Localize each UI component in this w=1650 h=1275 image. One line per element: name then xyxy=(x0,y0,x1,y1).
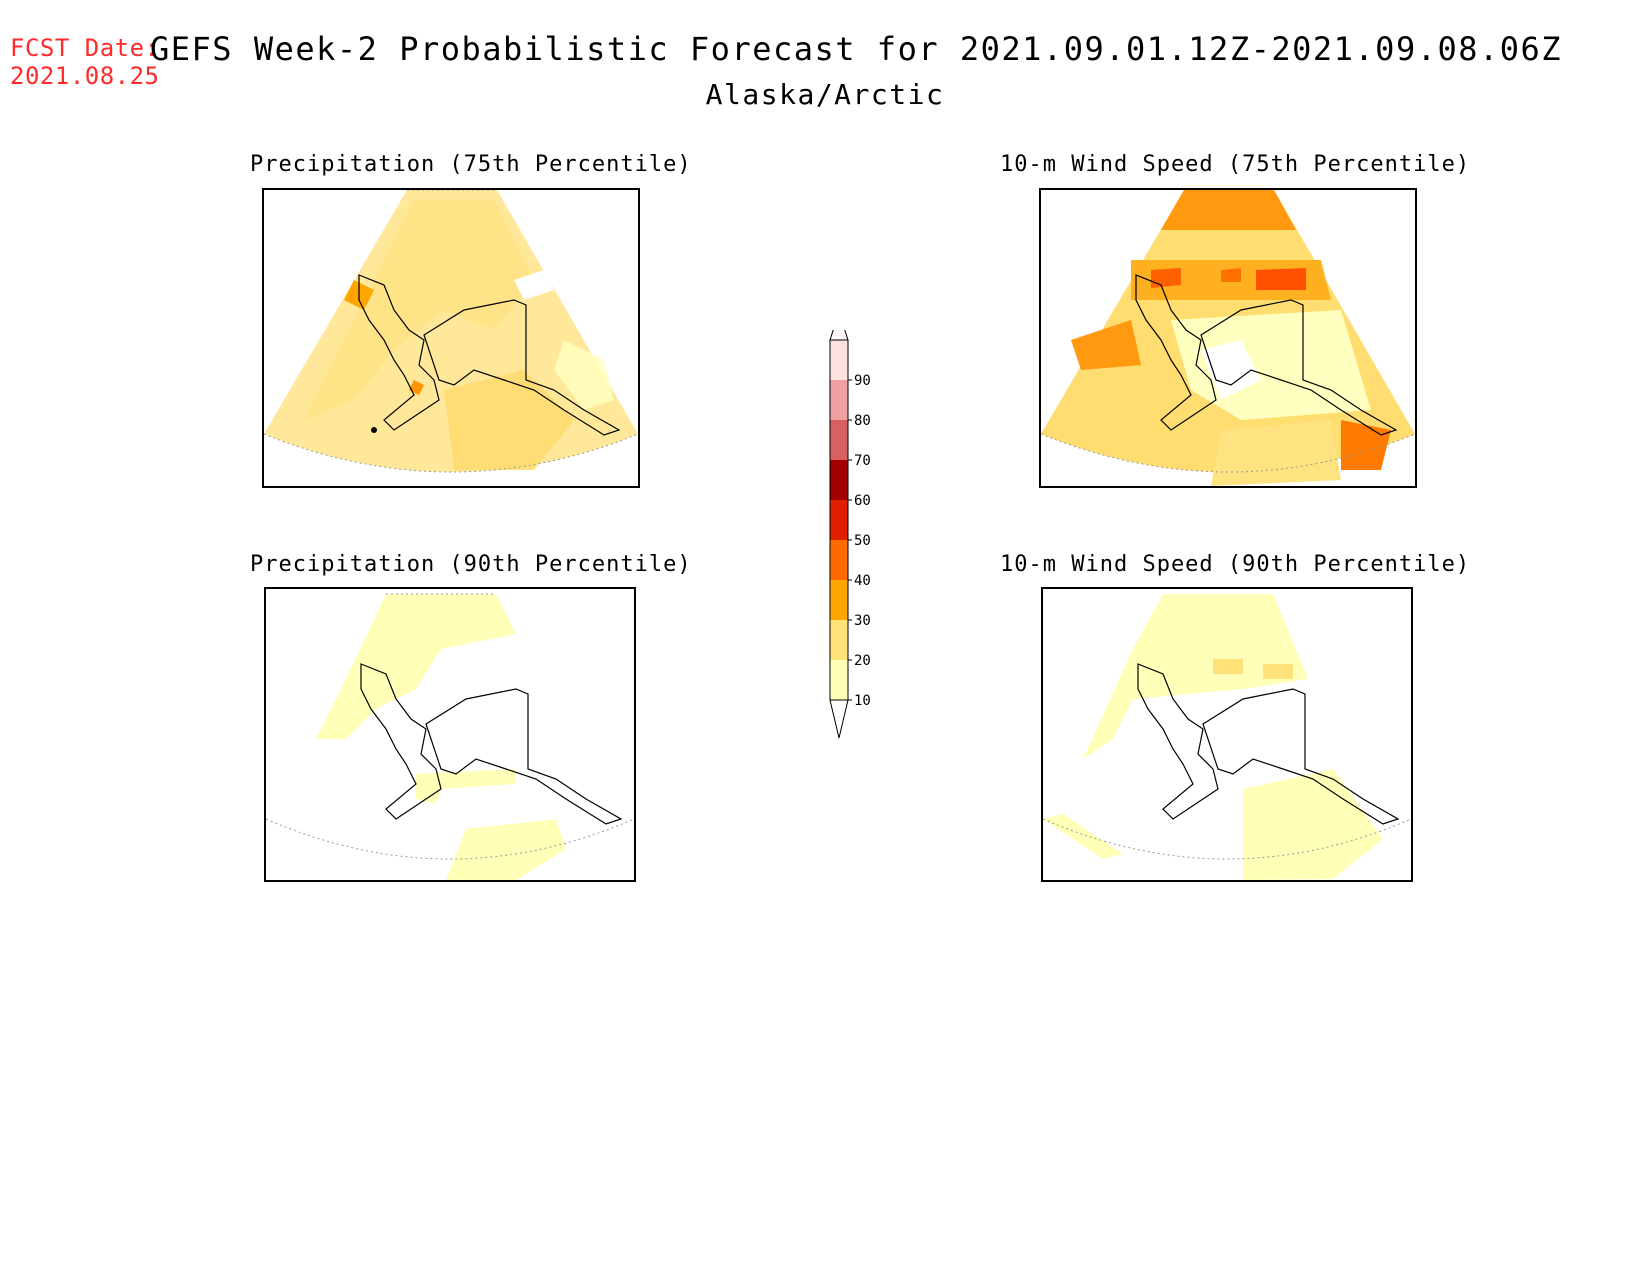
legend-swatch-60 xyxy=(830,460,848,500)
map-wind-75 xyxy=(1041,190,1415,486)
forecast-date-label: FCST Date: xyxy=(10,34,160,62)
legend-swatch-40 xyxy=(830,540,848,580)
legend-label-90: 90 xyxy=(854,373,871,389)
legend-swatch-20 xyxy=(830,620,848,660)
legend-label-40: 40 xyxy=(854,573,871,589)
map-title: GEFS Week-2 Probabilistic Forecast for 2… xyxy=(150,30,1563,68)
legend-label-60: 60 xyxy=(854,493,871,509)
legend-swatch-50 xyxy=(830,500,848,540)
legend-swatch-30 xyxy=(830,580,848,620)
map-panel-precip-75 xyxy=(262,188,640,488)
legend-swatch-70 xyxy=(830,420,848,460)
legend-label-70: 70 xyxy=(854,453,871,469)
panel-title-wind-90: 10-m Wind Speed (90th Percentile) xyxy=(1000,552,1471,577)
color-legend: 10 20 30 40 50 60 70 80 90 xyxy=(820,310,880,740)
legend-swatch-90 xyxy=(830,340,848,380)
forecast-date-value: 2021.08.25 xyxy=(10,62,160,90)
legend-label-10: 10 xyxy=(854,693,871,709)
forecast-date-block: FCST Date: 2021.08.25 xyxy=(10,34,160,90)
legend-label-50: 50 xyxy=(854,533,871,549)
legend-lower-triangle xyxy=(829,699,849,739)
legend-upper-triangle xyxy=(829,310,849,341)
region-label: Alaska/Arctic xyxy=(705,78,945,111)
map-precip-75 xyxy=(264,190,638,473)
map-precip-90 xyxy=(266,593,634,880)
legend-label-20: 20 xyxy=(854,653,871,669)
legend-frame xyxy=(829,339,849,701)
map-panel-wind-75 xyxy=(1039,188,1417,488)
panel-title-precip-75: Precipitation (75th Percentile) xyxy=(250,152,692,177)
legend-swatch-80 xyxy=(830,380,848,420)
panel-title-precip-90: Precipitation (90th Percentile) xyxy=(250,552,692,577)
map-panel-wind-90 xyxy=(1041,587,1413,882)
legend-label-80: 80 xyxy=(854,413,871,429)
legend-swatch-10 xyxy=(830,660,848,700)
map-wind-90 xyxy=(1043,594,1411,880)
map-panel-precip-90 xyxy=(264,587,636,882)
legend-label-30: 30 xyxy=(854,613,871,629)
legend-scale: 10 20 30 40 50 60 70 80 90 xyxy=(829,310,871,739)
panel-title-wind-75: 10-m Wind Speed (75th Percentile) xyxy=(1000,152,1471,177)
